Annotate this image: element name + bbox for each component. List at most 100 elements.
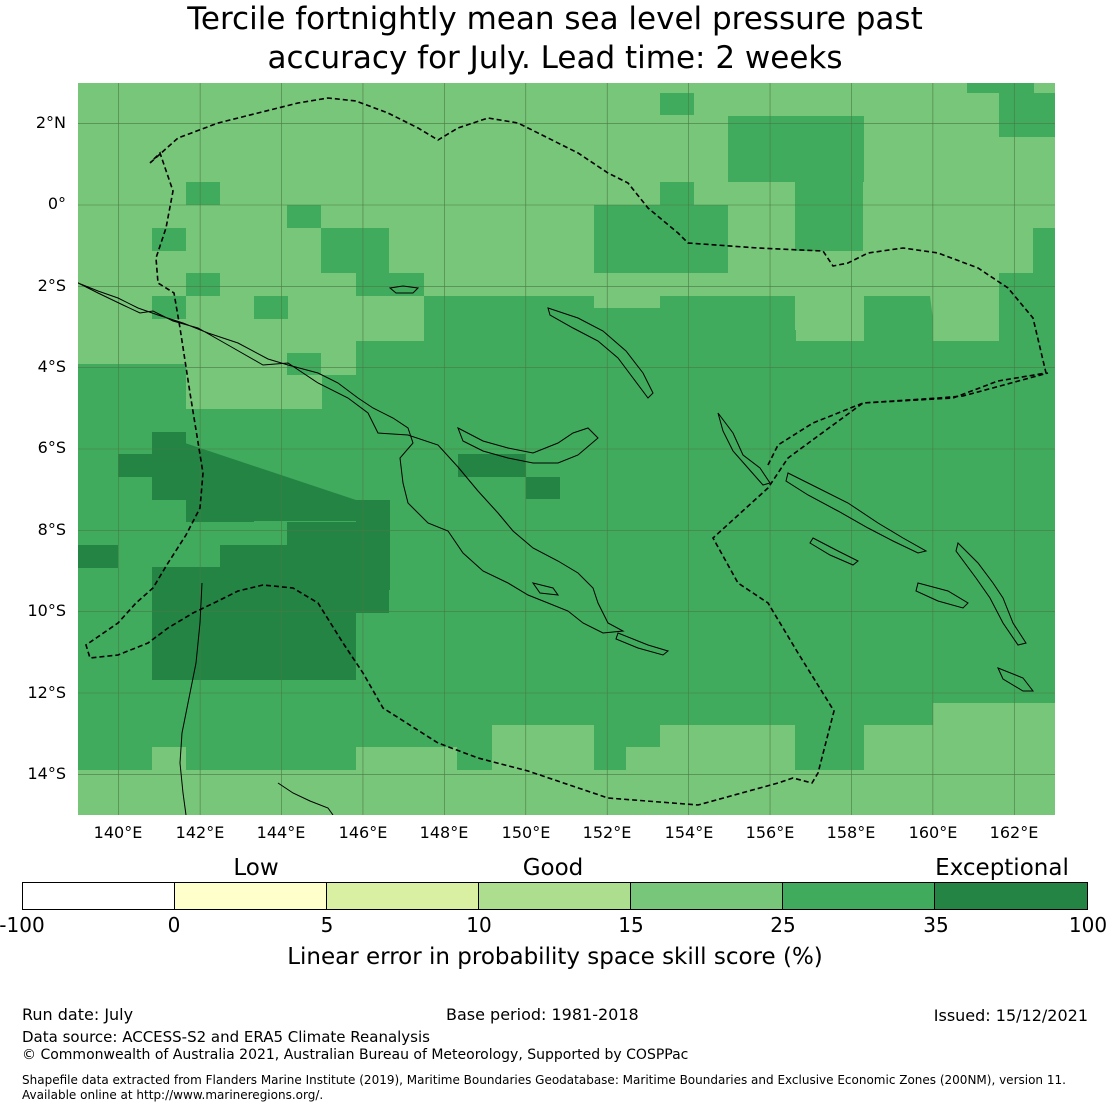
- colorbar-tick: 10: [466, 913, 492, 937]
- coastline-australia: [179, 582, 203, 815]
- coastline-trobriand: [531, 582, 560, 596]
- colorbar-swatch: [23, 883, 176, 909]
- lat-tick: 6°S: [37, 438, 66, 457]
- cell: [356, 273, 424, 296]
- lat-tick: 2°N: [35, 113, 66, 132]
- lat-tick: 12°S: [27, 683, 66, 702]
- run-date: Run date: July: [22, 1005, 134, 1024]
- coastline-solomons-3: [955, 542, 1027, 646]
- map-gridlines: [78, 83, 1055, 815]
- cell: [287, 353, 321, 375]
- shapefile-credit-line-1: Shapefile data extracted from Flanders M…: [22, 1073, 1066, 1087]
- cell: [287, 205, 321, 228]
- colorbar-tick: 25: [770, 913, 796, 937]
- legend-category-exceptional: Exceptional: [935, 855, 1069, 881]
- cell: [458, 454, 526, 477]
- coastline-new-ireland: [547, 307, 654, 399]
- cell: [660, 93, 694, 115]
- cell: [152, 567, 220, 680]
- lon-tick: 160°E: [908, 823, 958, 842]
- skill-score-map: [78, 83, 1055, 815]
- map-canvas: [78, 83, 1055, 815]
- lon-tick: 142°E: [175, 823, 225, 842]
- shapefile-credit-line-2: Available online at http://www.marinereg…: [22, 1088, 324, 1102]
- cell: [254, 296, 288, 319]
- cell: [660, 182, 694, 205]
- cell: [660, 725, 794, 815]
- coastline-cape-york: [277, 782, 334, 815]
- coastline-solomons-2: [809, 537, 859, 566]
- legend-category-good: Good: [522, 855, 584, 881]
- cell: [152, 296, 186, 319]
- lon-tick: 162°E: [989, 823, 1039, 842]
- coastline-bougainville: [717, 412, 771, 486]
- colorbar-swatch: [631, 883, 784, 909]
- cell: [118, 454, 152, 477]
- title-line-2: accuracy for July. Lead time: 2 weeks: [267, 40, 843, 76]
- colorbar: [22, 882, 1088, 910]
- coastline-solomons-1: [785, 472, 928, 554]
- cell: [78, 545, 118, 568]
- colorbar-tick: 5: [320, 913, 334, 937]
- lon-tick: 140°E: [93, 823, 143, 842]
- lon-tick: 144°E: [256, 823, 306, 842]
- cell: [795, 160, 863, 251]
- cell: [526, 477, 560, 499]
- cell: [356, 590, 389, 613]
- colorbar-tick: 100: [1068, 913, 1108, 937]
- issued-date: Issued: 15/12/2021: [933, 1006, 1088, 1025]
- cell: [186, 273, 220, 296]
- lon-tick: 152°E: [582, 823, 632, 842]
- cell: [1033, 228, 1055, 273]
- copyright-notice: © Commonwealth of Australia 2021, Austra…: [22, 1047, 689, 1063]
- base-period: Base period: 1981-2018: [446, 1005, 639, 1024]
- legend-category-low: Low: [233, 855, 279, 881]
- coastline-guadalcanal: [915, 582, 969, 609]
- colorbar-swatch: [783, 883, 936, 909]
- lon-tick: 148°E: [419, 823, 469, 842]
- cell: [356, 500, 390, 590]
- lat-tick: 8°S: [37, 520, 66, 539]
- coastline-new-britain: [457, 426, 599, 464]
- data-source: Data source: ACCESS-S2 and ERA5 Climate …: [22, 1028, 430, 1046]
- coastlines: [78, 282, 1035, 815]
- lat-tick: 10°S: [27, 601, 66, 620]
- cell: [999, 747, 1055, 815]
- coastline-manus: [388, 285, 420, 294]
- colorbar-swatch: [479, 883, 632, 909]
- cell: [152, 228, 186, 251]
- colorbar-swatch: [935, 883, 1087, 909]
- lon-tick: 156°E: [745, 823, 795, 842]
- cell: [999, 93, 1055, 137]
- lat-tick: 0°: [47, 194, 66, 213]
- lat-tick: 4°S: [37, 357, 66, 376]
- cell: [287, 522, 356, 680]
- skill-cells: [78, 83, 1055, 815]
- eez-solomon-boundary: [767, 372, 1049, 466]
- lat-tick: 14°S: [27, 764, 66, 783]
- cell: [321, 228, 389, 273]
- colorbar-tick: 15: [618, 913, 644, 937]
- cell: [220, 545, 288, 680]
- title-line-1: Tercile fortnightly mean sea level press…: [187, 1, 923, 37]
- colorbar-tick: 0: [167, 913, 181, 937]
- lon-tick: 158°E: [826, 823, 876, 842]
- cells-dark-region: [152, 432, 356, 521]
- lon-tick: 154°E: [664, 823, 714, 842]
- eez-boundaries: [85, 97, 1049, 806]
- map-title: Tercile fortnightly mean sea level press…: [0, 0, 1110, 78]
- cell: [967, 83, 1034, 93]
- cell: [933, 319, 967, 341]
- cell: [152, 432, 186, 500]
- coastline-louisiade: [615, 632, 670, 656]
- colorbar-swatch: [327, 883, 480, 909]
- cell: [594, 205, 728, 273]
- colorbar-tick: 35: [923, 913, 949, 937]
- coastline-makira: [997, 667, 1035, 692]
- cell: [186, 182, 220, 205]
- eez-png-boundary: [85, 97, 1047, 806]
- coastline-new-guinea: [78, 282, 625, 634]
- lat-tick: 2°S: [37, 276, 66, 295]
- colorbar-tick: -100: [0, 913, 45, 937]
- lon-tick: 146°E: [338, 823, 388, 842]
